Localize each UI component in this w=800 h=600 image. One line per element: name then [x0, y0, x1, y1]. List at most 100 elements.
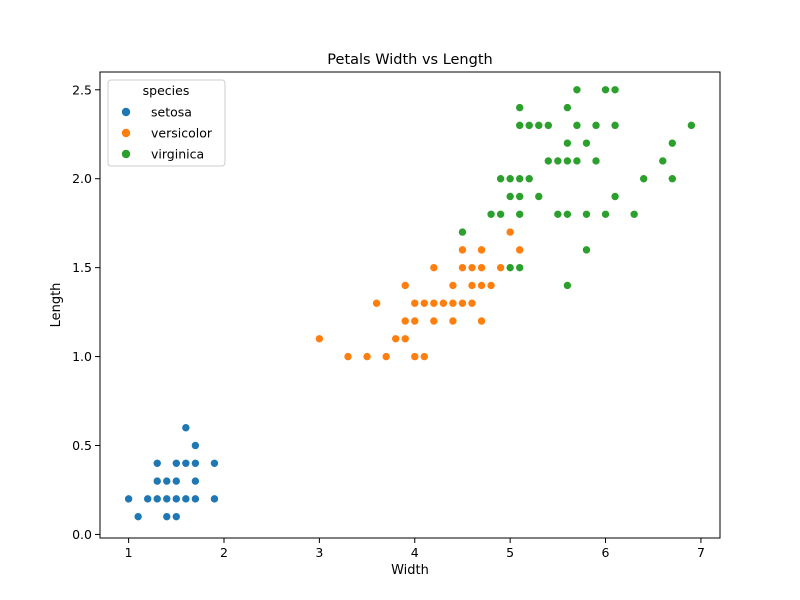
- data-point-virginica: [563, 138, 572, 148]
- data-point-virginica: [524, 174, 534, 184]
- data-point-virginica: [515, 174, 524, 184]
- data-point-versicolor: [448, 298, 458, 308]
- data-point-versicolor: [477, 316, 486, 326]
- y-tick-label: 1.5: [72, 260, 92, 275]
- data-point-versicolor: [315, 334, 324, 344]
- plot-frame: [99, 71, 721, 539]
- x-tick-label: 1: [125, 545, 133, 560]
- y-tick-labels: 0.0 0.5 1.0 1.5 2.0 2.5: [72, 82, 100, 542]
- x-tick-labels: 1 2 3 4 5 6 7: [125, 538, 705, 560]
- data-point-versicolor: [458, 263, 467, 272]
- data-point-setosa: [210, 494, 219, 504]
- data-point-setosa: [172, 494, 181, 504]
- data-point-virginica: [505, 263, 515, 272]
- data-point-virginica: [601, 85, 610, 95]
- data-point-versicolor: [477, 281, 486, 290]
- data-point-virginica: [515, 121, 524, 130]
- data-point-virginica: [515, 263, 524, 272]
- data-point-versicolor: [467, 263, 477, 272]
- data-point-virginica: [505, 174, 515, 184]
- data-point-versicolor: [372, 298, 381, 308]
- data-point-versicolor: [400, 281, 410, 290]
- data-point-setosa: [191, 476, 200, 486]
- data-point-versicolor: [429, 263, 439, 272]
- data-point-versicolor: [458, 298, 467, 308]
- data-points: [124, 85, 696, 521]
- x-tick-label: 6: [602, 545, 610, 560]
- data-point-versicolor: [410, 298, 420, 308]
- y-axis-label: Length: [49, 283, 64, 328]
- data-point-virginica: [486, 209, 496, 219]
- data-point-virginica: [458, 227, 467, 237]
- y-tick-label: 0.0: [72, 527, 92, 542]
- data-point-setosa: [162, 512, 172, 521]
- data-point-versicolor: [486, 281, 496, 290]
- data-point-versicolor: [448, 316, 458, 326]
- x-tick-label: 5: [506, 545, 514, 560]
- data-point-versicolor: [400, 316, 410, 326]
- data-point-virginica: [668, 174, 677, 184]
- data-point-versicolor: [420, 352, 429, 361]
- data-point-virginica: [591, 156, 601, 166]
- data-point-versicolor: [515, 245, 524, 255]
- data-point-versicolor: [381, 352, 391, 361]
- data-point-virginica: [563, 156, 572, 166]
- y-axis: 0.0 0.5 1.0 1.5 2.0 2.5: [72, 82, 100, 542]
- data-point-virginica: [563, 103, 572, 112]
- data-point-setosa: [172, 458, 181, 468]
- data-point-virginica: [687, 121, 696, 130]
- data-point-versicolor: [400, 334, 410, 344]
- data-point-setosa: [191, 458, 200, 468]
- data-point-versicolor: [467, 298, 477, 308]
- data-point-versicolor: [429, 316, 439, 326]
- y-tick-label: 1.0: [72, 349, 92, 364]
- data-point-virginica: [591, 121, 601, 130]
- legend: species setosa versicolor virginica: [107, 79, 226, 167]
- data-point-versicolor: [429, 298, 439, 308]
- data-point-setosa: [143, 494, 152, 504]
- data-point-virginica: [544, 121, 553, 130]
- data-point-setosa: [152, 458, 162, 468]
- data-point-virginica: [601, 209, 610, 219]
- data-point-virginica: [610, 192, 620, 201]
- data-point-versicolor: [467, 281, 477, 290]
- data-point-virginica: [534, 121, 544, 130]
- y-tick-label: 2.0: [72, 171, 92, 186]
- data-point-virginica: [524, 121, 534, 130]
- data-point-setosa: [181, 458, 191, 468]
- legend-frame: [107, 79, 226, 167]
- x-tick-label: 3: [315, 545, 323, 560]
- data-point-virginica: [496, 209, 505, 219]
- data-point-setosa: [191, 494, 200, 504]
- data-point-virginica: [563, 281, 572, 290]
- data-point-virginica: [610, 121, 620, 130]
- data-point-virginica: [544, 156, 553, 166]
- data-point-virginica: [563, 209, 572, 219]
- y-tick-label: 0.5: [72, 438, 92, 453]
- x-tick-label: 4: [411, 545, 419, 560]
- data-point-virginica: [572, 85, 582, 95]
- data-point-virginica: [515, 209, 524, 219]
- data-point-setosa: [181, 494, 191, 504]
- x-axis: 1 2 3 4 5 6 7: [125, 538, 705, 560]
- data-point-versicolor: [477, 263, 486, 272]
- legend-marker-virginica: [121, 149, 131, 159]
- data-point-virginica: [553, 156, 563, 166]
- legend-label-setosa: setosa: [151, 105, 192, 120]
- legend-marker-versicolor: [121, 128, 131, 138]
- data-point-versicolor: [420, 298, 429, 308]
- data-point-virginica: [515, 192, 524, 201]
- data-point-versicolor: [362, 352, 372, 361]
- data-point-virginica: [572, 156, 582, 166]
- data-point-setosa: [152, 494, 162, 504]
- chart-title: Petals Width vs Length: [327, 52, 492, 68]
- data-point-setosa: [210, 458, 219, 468]
- data-point-virginica: [582, 245, 591, 255]
- data-point-virginica: [610, 85, 620, 95]
- data-point-setosa: [172, 512, 181, 521]
- legend-entries: setosa versicolor virginica: [121, 105, 213, 162]
- x-axis-label: Width: [391, 563, 429, 578]
- legend-title: species: [143, 83, 190, 98]
- data-point-versicolor: [439, 298, 448, 308]
- data-point-virginica: [496, 174, 505, 184]
